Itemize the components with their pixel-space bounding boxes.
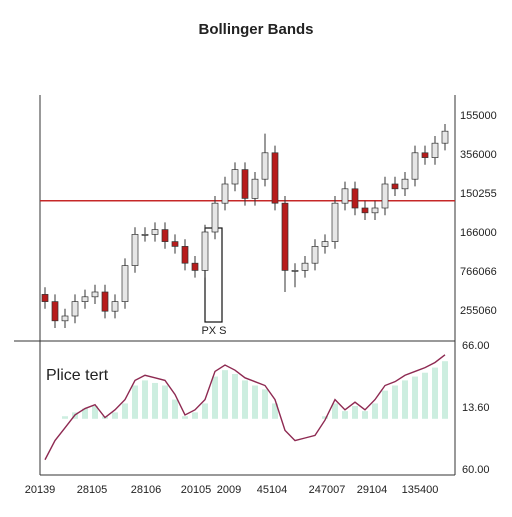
histogram-bar bbox=[392, 385, 398, 419]
x-tick-label: 247007 bbox=[309, 484, 346, 496]
lower-axis-label: 66.00 bbox=[462, 340, 490, 352]
candle-body bbox=[251, 178, 259, 199]
histogram-bar bbox=[152, 382, 158, 419]
oscillator-line bbox=[44, 354, 446, 461]
lower-axis-label: 13.60 bbox=[462, 402, 490, 414]
histogram-bar bbox=[132, 385, 138, 419]
histogram-bar bbox=[112, 412, 118, 419]
candle-body bbox=[121, 265, 129, 302]
candle-body bbox=[361, 207, 369, 214]
candle-body bbox=[331, 202, 339, 242]
candle-body bbox=[41, 294, 49, 302]
candle-body bbox=[441, 130, 449, 144]
histogram-bar bbox=[352, 406, 358, 419]
candle-body bbox=[261, 152, 269, 180]
candle-body bbox=[431, 142, 439, 158]
candle-body bbox=[311, 246, 319, 264]
candle-body bbox=[191, 262, 199, 271]
histogram-bar bbox=[192, 412, 198, 419]
candle-body bbox=[301, 262, 309, 271]
candle-body bbox=[131, 234, 139, 266]
candle-body bbox=[391, 183, 399, 190]
histogram-bar bbox=[92, 406, 98, 419]
candle-body bbox=[211, 202, 219, 233]
x-tick-label: 20105 bbox=[181, 484, 212, 496]
candle-body bbox=[351, 188, 359, 209]
candle-body bbox=[71, 301, 79, 317]
candle-body bbox=[151, 229, 159, 235]
candle-body bbox=[161, 229, 169, 242]
candle-body bbox=[141, 234, 149, 236]
candle-body bbox=[201, 231, 209, 271]
candle-body bbox=[291, 270, 299, 272]
histogram-bar bbox=[202, 403, 208, 419]
annotation: PX S bbox=[201, 325, 226, 337]
histogram-bar bbox=[172, 399, 178, 419]
histogram-bar bbox=[432, 367, 438, 419]
x-tick-label: 2009 bbox=[217, 484, 241, 496]
histogram-bar bbox=[182, 416, 188, 419]
histogram-bar bbox=[382, 390, 388, 419]
histogram-bar bbox=[332, 403, 338, 419]
candle-body bbox=[181, 246, 189, 264]
histogram-bar bbox=[412, 376, 418, 419]
candle-body bbox=[111, 301, 119, 312]
candle-body bbox=[101, 291, 109, 312]
histogram-bar bbox=[212, 376, 218, 419]
candle-body bbox=[421, 152, 429, 158]
histogram-bar bbox=[322, 416, 328, 419]
y-axis-label: 766066 bbox=[460, 266, 497, 278]
y-axis-label: 356000 bbox=[460, 149, 497, 161]
candle-body bbox=[171, 241, 179, 247]
histogram-bar bbox=[362, 411, 368, 419]
candle-body bbox=[321, 241, 329, 247]
lower-label: Plice tert bbox=[46, 367, 109, 384]
histogram-bar bbox=[252, 385, 258, 419]
y-axis-label: 150255 bbox=[460, 188, 497, 200]
candle-body bbox=[61, 315, 69, 322]
candle-body bbox=[91, 291, 99, 298]
candle-body bbox=[231, 169, 239, 185]
histogram-bar bbox=[232, 374, 238, 419]
candle-body bbox=[51, 301, 59, 322]
y-axis-label: 155000 bbox=[460, 110, 497, 122]
histogram-bar bbox=[372, 403, 378, 419]
candle-body bbox=[341, 188, 349, 204]
candle-body bbox=[221, 183, 229, 204]
x-tick-label: 20139 bbox=[25, 484, 56, 496]
candle-body bbox=[271, 152, 279, 204]
histogram-bar bbox=[242, 380, 248, 419]
histogram-bar bbox=[272, 403, 278, 419]
lower-axis-label: 60.00 bbox=[462, 464, 490, 476]
histogram-bar bbox=[342, 411, 348, 419]
histogram-bar bbox=[162, 385, 168, 419]
candle-body bbox=[371, 207, 379, 214]
x-tick-label: 28106 bbox=[131, 484, 162, 496]
histogram-bar bbox=[222, 370, 228, 419]
x-tick-label: 135400 bbox=[402, 484, 439, 496]
histogram-bar bbox=[402, 380, 408, 419]
y-axis-label: 255060 bbox=[460, 305, 497, 317]
histogram-bar bbox=[262, 389, 268, 419]
histogram-bar bbox=[62, 416, 68, 419]
histogram-bar bbox=[122, 403, 128, 419]
candle-body bbox=[411, 152, 419, 180]
candle-body bbox=[81, 296, 89, 302]
y-axis-label: 166000 bbox=[460, 227, 497, 239]
histogram-bar bbox=[82, 408, 88, 419]
candle-body bbox=[241, 169, 249, 199]
chart-title: Bollinger Bands bbox=[198, 21, 313, 38]
histogram-bar bbox=[442, 361, 448, 419]
x-tick-label: 45104 bbox=[257, 484, 288, 496]
candle-body bbox=[281, 202, 289, 271]
histogram-bar bbox=[422, 372, 428, 419]
candle-body bbox=[381, 183, 389, 209]
candle-body bbox=[401, 178, 409, 190]
histogram-bar bbox=[142, 380, 148, 419]
x-tick-label: 29104 bbox=[357, 484, 388, 496]
x-tick-label: 28105 bbox=[77, 484, 108, 496]
